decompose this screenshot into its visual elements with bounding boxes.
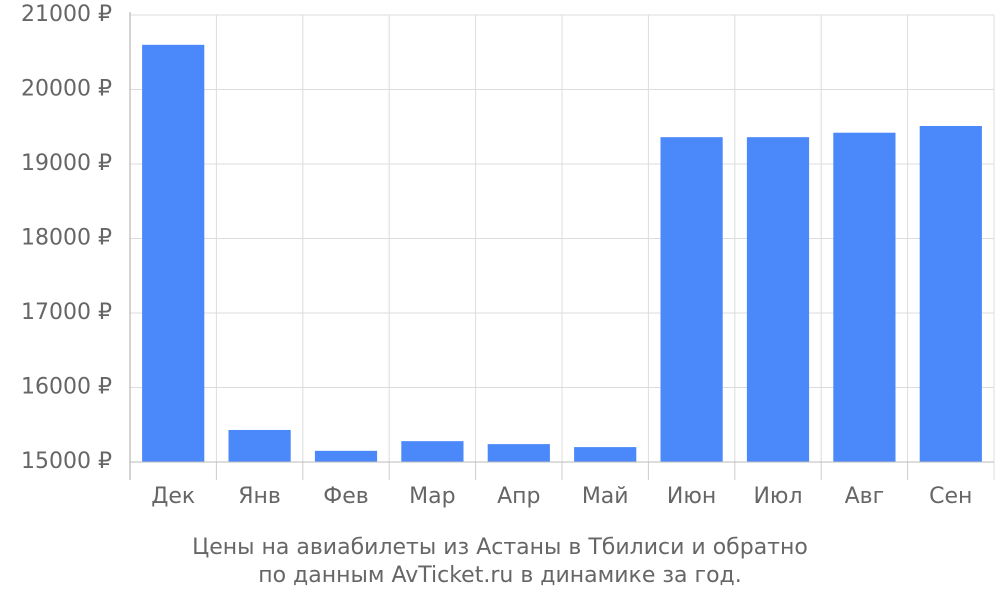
y-tick-label: 21000 ₽	[21, 2, 112, 27]
y-tick-label: 19000 ₽	[21, 151, 112, 176]
bar	[228, 429, 291, 462]
x-tick-label: Янв	[238, 484, 281, 509]
x-tick-label: Апр	[497, 484, 540, 509]
bar	[487, 444, 550, 462]
x-tick-label: Сен	[929, 484, 972, 509]
bar	[314, 450, 378, 462]
bar	[660, 137, 723, 462]
bar	[833, 132, 896, 462]
x-tick-label: Дек	[151, 484, 195, 509]
y-tick-label: 20000 ₽	[21, 77, 112, 102]
x-tick-label: Май	[582, 484, 629, 509]
chart-title: по данным AvTicket.ru в динамике за год.	[258, 563, 742, 588]
bar	[401, 441, 464, 462]
bar	[919, 126, 982, 462]
y-tick-label: 17000 ₽	[21, 300, 112, 325]
chart-title: Цены на авиабилеты из Астаны в Тбилиси и…	[192, 535, 808, 560]
x-tick-label: Фев	[323, 484, 368, 509]
bar	[746, 137, 810, 462]
y-tick-label: 15000 ₽	[21, 449, 112, 474]
x-tick-label: Июл	[753, 484, 802, 509]
bar	[574, 447, 637, 462]
x-tick-label: Авг	[845, 484, 885, 509]
bar	[142, 44, 205, 463]
x-tick-label: Июн	[667, 484, 716, 509]
y-tick-label: 18000 ₽	[21, 226, 112, 251]
x-tick-label: Мар	[409, 484, 455, 509]
y-tick-label: 16000 ₽	[21, 375, 112, 400]
